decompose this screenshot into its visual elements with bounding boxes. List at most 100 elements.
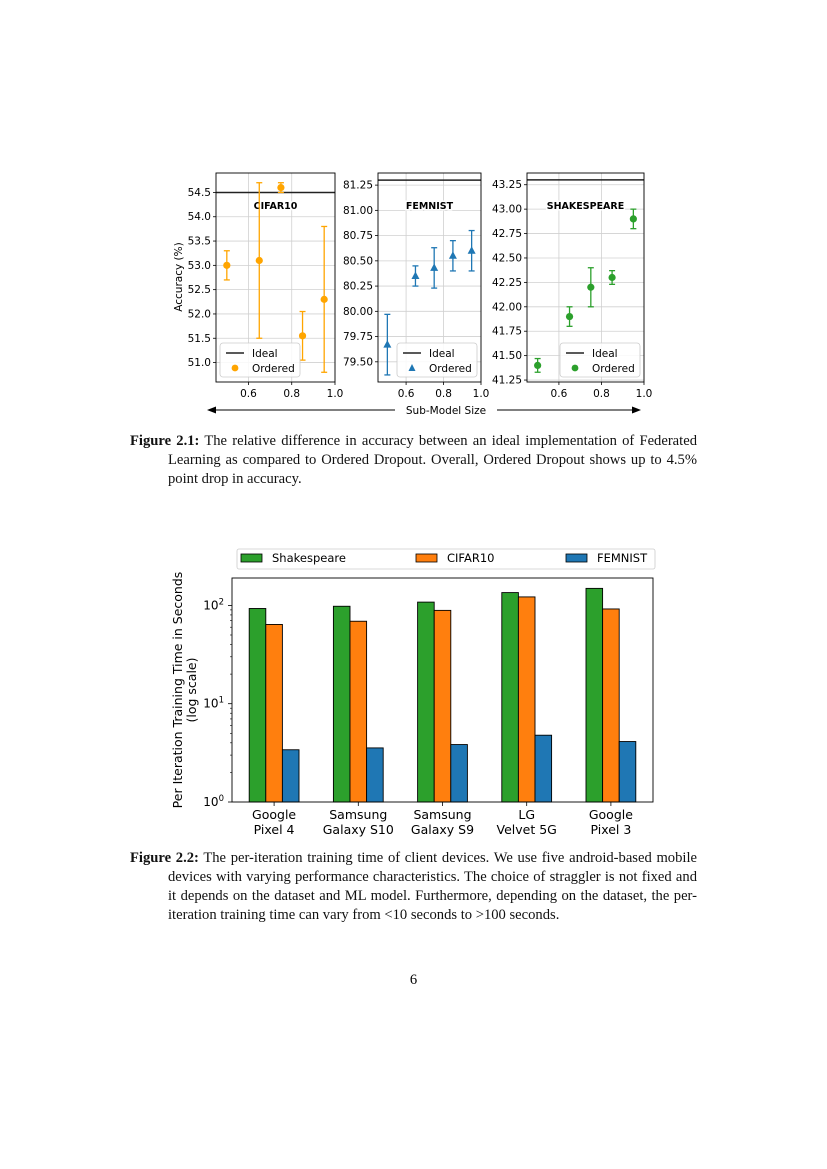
caption-text: The per-iteration training time of clien… (168, 850, 697, 923)
panel-cifar10: 0.6 0.8 1.0 51.0 51.5 52.0 52.5 53.0 53.5 54.0 54.… (188, 172, 344, 400)
data-point (383, 340, 392, 348)
panel-title: FEMNIST (406, 201, 454, 212)
arrow-right-head (632, 406, 641, 414)
x-tick-label: 1.0 (473, 388, 490, 400)
bar-shakespeare (248, 608, 267, 803)
y-tick-label: 53.5 (188, 236, 211, 248)
legend-label: Ideal (252, 348, 278, 360)
x-tick-label: Pixel 3 (590, 822, 631, 837)
x-tick-label: Google (252, 807, 296, 822)
legend-ordered-swatch (231, 364, 239, 372)
x-tick-label: 0.6 (240, 388, 257, 400)
data-point (467, 246, 476, 254)
axes-frame (377, 172, 482, 383)
legend-label: FEMNIST (597, 551, 648, 565)
y-tick-label: 51.5 (188, 333, 211, 345)
legend-label: Shakespeare (272, 551, 346, 565)
bar-femnist (618, 741, 637, 803)
legend-box (559, 342, 641, 378)
y-tick-label: 42.75 (492, 228, 522, 240)
y-tick-label: 42.25 (492, 277, 522, 289)
y-tick-label: 79.50 (343, 356, 373, 368)
y-tick-label: 81.00 (343, 205, 373, 217)
legend-box (236, 548, 656, 570)
y-axis-label: Accuracy (%) (173, 242, 185, 311)
y-tick-label: 80.25 (343, 281, 373, 293)
data-point (565, 312, 574, 321)
x-tick-label: LG (518, 807, 535, 822)
bar-femnist (450, 744, 468, 803)
x-tick-label: Galaxy S9 (411, 822, 474, 837)
data-point (430, 263, 439, 271)
data-point (320, 295, 328, 303)
bar-shakespeare (501, 592, 519, 803)
x-tick-label: Galaxy S10 (323, 822, 394, 837)
data-point (298, 332, 307, 340)
caption-text: The relative difference in accuracy betw… (168, 433, 697, 487)
x-tick-label: 0.8 (593, 388, 610, 400)
x-tick-label: 0.6 (551, 388, 568, 400)
panel-title: SHAKESPEARE (547, 201, 624, 212)
x-tick-label: 1.0 (327, 388, 344, 400)
y-tick-label: 43.00 (492, 204, 522, 216)
page-number: 6 (409, 972, 418, 988)
legend-label: Ordered (429, 363, 472, 375)
legend-label: Ideal (429, 348, 455, 360)
data-point (534, 361, 542, 369)
y-tick-label: 42.00 (492, 301, 522, 313)
y-axis-label: (log scale) (184, 658, 199, 723)
x-tick-label: Pixel 4 (254, 822, 295, 837)
x-tick-label: 0.6 (398, 388, 415, 400)
axes-frame (231, 577, 654, 803)
y-tick-label: 54.5 (188, 187, 211, 199)
legend-label: CIFAR10 (447, 551, 494, 565)
y-tick-label: 81.25 (343, 180, 373, 192)
y-axis-label: Per Iteration Training Time in Seconds (170, 572, 185, 809)
legend-ordered-swatch (571, 364, 579, 372)
y-tick-label: 80.00 (343, 306, 373, 318)
panel-femnist: 0.6 0.8 1.0 79.50 79.75 80.00 80.25 80.50 80.75 8… (343, 172, 490, 400)
bar-cifar10 (433, 609, 452, 803)
legend-swatch (565, 553, 588, 563)
x-tick-label: Velvet 5G (497, 822, 557, 837)
figure-2-2-caption: Figure 2.2: The per-iteration training t… (130, 849, 697, 925)
figure-label: Figure 2.2: (130, 850, 199, 866)
y-tick-label: 80.75 (343, 230, 373, 242)
x-tick-label: Google (589, 807, 633, 822)
legend-box (396, 342, 478, 378)
bar-femnist (534, 734, 553, 803)
y-tick-label: 43.25 (492, 179, 522, 191)
legend-label: Ideal (592, 348, 618, 360)
data-point (629, 215, 637, 223)
bar-cifar10 (349, 620, 368, 803)
panel-shakespeare: 0.6 0.8 1.0 41.25 41.50 41.75 42.00 42.25 42.50 4… (492, 172, 652, 400)
y-tick-label: 41.25 (492, 375, 522, 387)
legend-ordered-swatch (408, 364, 416, 371)
data-point (411, 271, 420, 279)
bar-femnist (366, 747, 384, 803)
y-tick-label: 41.75 (492, 326, 522, 338)
data-point (608, 273, 616, 282)
y-tick-label: 42.50 (492, 252, 522, 264)
x-tick-label: Samsung (329, 807, 387, 822)
bar-shakespeare (417, 601, 435, 803)
y-tick-label: 80.50 (343, 255, 373, 267)
axes-frame (526, 172, 645, 383)
bar-femnist (281, 749, 300, 803)
panel-title: CIFAR10 (254, 201, 298, 212)
y-tick-label: 79.75 (343, 331, 373, 343)
figure-label: Figure 2.1: (130, 433, 200, 449)
legend-label: Ordered (592, 363, 635, 375)
bar-shakespeare (332, 605, 351, 803)
bar-cifar10 (602, 608, 620, 803)
y-tick-label: 41.50 (492, 350, 522, 362)
y-tick-label: 100 (203, 794, 224, 809)
data-point (255, 256, 263, 265)
y-tick-label: 101 (203, 696, 224, 711)
bar-cifar10 (517, 596, 536, 803)
bar-cifar10 (265, 624, 283, 803)
y-tick-label: 52.5 (188, 284, 211, 296)
axes-frame (215, 172, 336, 383)
